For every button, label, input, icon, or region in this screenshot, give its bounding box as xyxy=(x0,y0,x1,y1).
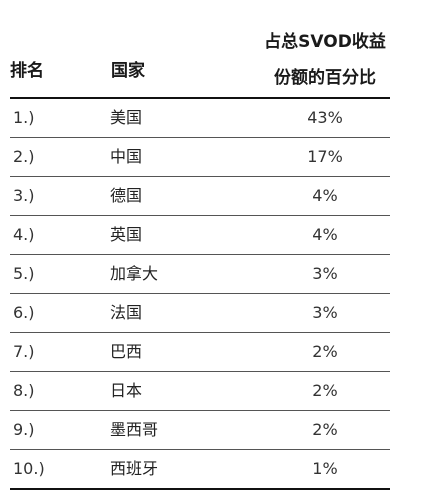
rank-cell: 2.) xyxy=(13,147,35,166)
table-row: 10.) 西班牙 1% xyxy=(10,450,390,490)
share-cell: 17% xyxy=(307,147,343,166)
share-cell: 4% xyxy=(312,225,338,244)
table-row: 1.) 美国 43% xyxy=(10,99,390,138)
country-cell: 英国 xyxy=(110,225,143,244)
rank-cell: 3.) xyxy=(13,186,35,205)
rank-cell: 4.) xyxy=(13,225,35,244)
country-cell: 墨西哥 xyxy=(110,420,159,439)
share-cell: 2% xyxy=(312,342,338,361)
share-cell: 43% xyxy=(307,108,343,127)
header-share-line1: 占总SVOD收益 xyxy=(264,32,386,52)
header-divider xyxy=(10,97,390,99)
table-row: 3.) 德国 4% xyxy=(10,177,390,216)
share-cell: 1% xyxy=(312,459,338,478)
table-row: 7.) 巴西 2% xyxy=(10,333,390,372)
rank-cell: 5.) xyxy=(13,264,35,283)
rank-cell: 6.) xyxy=(13,303,35,322)
table-row: 5.) 加拿大 3% xyxy=(10,255,390,294)
rank-cell: 1.) xyxy=(13,108,35,127)
country-cell: 巴西 xyxy=(110,342,143,361)
table-row: 6.) 法国 3% xyxy=(10,294,390,333)
country-cell: 日本 xyxy=(110,381,143,400)
header-share: 占总SVOD收益 份额的百分比 xyxy=(240,24,410,96)
table-header: 排名 国家 占总SVOD收益 份额的百分比 xyxy=(0,0,421,98)
header-rank: 排名 xyxy=(10,61,44,81)
table-row: 8.) 日本 2% xyxy=(10,372,390,411)
table-row: 4.) 英国 4% xyxy=(10,216,390,255)
table-body: 1.) 美国 43% 2.) 中国 17% 3.) 德国 4% 4.) 英国 4… xyxy=(10,99,390,490)
rank-cell: 10.) xyxy=(13,459,45,478)
header-share-line2: 份额的百分比 xyxy=(274,68,376,88)
country-cell: 德国 xyxy=(110,186,143,205)
table-row: 2.) 中国 17% xyxy=(10,138,390,177)
share-cell: 4% xyxy=(312,186,338,205)
country-cell: 法国 xyxy=(110,303,143,322)
rank-cell: 8.) xyxy=(13,381,35,400)
share-cell: 2% xyxy=(312,381,338,400)
country-cell: 加拿大 xyxy=(110,264,159,283)
share-cell: 2% xyxy=(312,420,338,439)
rank-cell: 9.) xyxy=(13,420,35,439)
country-cell: 中国 xyxy=(110,147,143,166)
share-cell: 3% xyxy=(312,303,338,322)
rank-cell: 7.) xyxy=(13,342,35,361)
country-cell: 美国 xyxy=(110,108,143,127)
header-country: 国家 xyxy=(111,61,145,81)
country-cell: 西班牙 xyxy=(110,459,159,478)
table-row: 9.) 墨西哥 2% xyxy=(10,411,390,450)
share-cell: 3% xyxy=(312,264,338,283)
